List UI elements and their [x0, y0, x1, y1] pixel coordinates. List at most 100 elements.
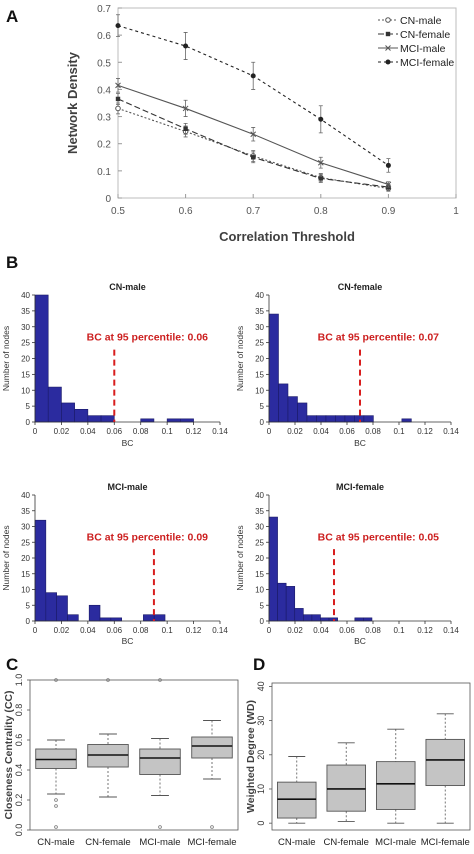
x-tick-label: 0.06 — [106, 427, 122, 436]
plot-frame — [29, 679, 239, 831]
data-point — [385, 59, 391, 65]
x-tick-label: 0.08 — [365, 626, 381, 635]
y-tick-label: 0 — [105, 194, 111, 205]
histogram-bar — [278, 383, 289, 423]
histogram-bar — [277, 582, 287, 622]
x-tick-label: 0.08 — [133, 427, 149, 436]
histogram-bar — [285, 586, 296, 622]
series-cn-male — [115, 102, 392, 192]
outlier-point — [54, 825, 58, 829]
data-point — [385, 31, 391, 37]
histogram-bar — [143, 614, 155, 622]
y-axis-label: Number of nodes — [235, 326, 245, 391]
x-tick-label: 0.8 — [314, 206, 328, 217]
y-tick-label: 0.4 — [14, 764, 24, 777]
panel-b-histogram-cn-male: 0 5 10 15 20 25 30 35 40 0 0.02 0.04 0.06 0.08 0.1 0.12… — [1, 282, 228, 448]
x-tick-label: 0 — [33, 626, 38, 635]
panel-b-histogram-mci-female: 0 5 10 15 20 25 30 35 40 0 0.02 0.04 0.06 0.08 0.1 0.12… — [235, 482, 459, 646]
y-tick-label: 20 — [21, 554, 30, 563]
x-tick-label: 0.06 — [339, 427, 355, 436]
x-tick-label: 0.02 — [287, 626, 303, 635]
box-cn-male — [35, 678, 77, 829]
panel-label-a: A — [6, 7, 18, 26]
y-tick-label: 0 — [260, 418, 265, 427]
y-tick-label: 25 — [21, 339, 30, 348]
data-point — [385, 181, 392, 188]
histogram-bar — [47, 386, 62, 423]
y-tick-label: 30 — [21, 323, 30, 332]
y-tick-label: 10 — [256, 784, 266, 794]
data-point — [183, 43, 189, 49]
histogram-title: MCI-female — [336, 482, 384, 492]
y-tick-label: 5 — [260, 402, 265, 411]
histogram-title: CN-male — [109, 282, 146, 292]
histogram-bar — [363, 617, 373, 622]
histogram-bar — [316, 415, 327, 423]
legend: CN-male CN-female MCI-male MCI-female — [378, 15, 454, 69]
y-tick-label: 25 — [21, 538, 30, 547]
box-mci-male — [139, 678, 181, 829]
y-tick-label: 0 — [26, 418, 31, 427]
y-tick-label: 30 — [255, 523, 264, 532]
x-tick-label: 0.06 — [106, 626, 122, 635]
x-tick-label: 0.14 — [443, 427, 459, 436]
outlier-point — [54, 804, 58, 808]
y-tick-label: 35 — [255, 307, 264, 316]
x-tick-label: 0.14 — [443, 626, 459, 635]
outlier-point — [158, 678, 162, 682]
y-tick-label: 0.6 — [14, 734, 24, 747]
data-point — [182, 105, 189, 112]
histogram-bar — [363, 415, 374, 423]
percentile-annotation: BC at 95 percentile: 0.05 — [318, 531, 440, 543]
legend-label: CN-female — [400, 29, 450, 41]
data-point — [115, 96, 121, 102]
iqr-box — [425, 738, 466, 787]
y-tick-label: 30 — [256, 716, 266, 726]
histogram-bar — [153, 614, 166, 622]
y-tick-label: 40 — [255, 491, 264, 500]
iqr-box — [191, 736, 233, 759]
y-tick-label: 1.0 — [14, 674, 24, 687]
histogram-bar — [180, 418, 194, 423]
x-tick-label: 0.04 — [313, 427, 329, 436]
panel-label-b: B — [6, 253, 18, 272]
series-line — [117, 98, 389, 188]
histogram-bar — [45, 592, 57, 622]
histogram-bar — [140, 418, 155, 423]
percentile-annotation: BC at 95 percentile: 0.06 — [87, 332, 209, 344]
category-label: MCI-female — [187, 837, 236, 848]
iqr-box — [139, 748, 181, 775]
histogram-title: CN-female — [338, 282, 383, 292]
series-line — [117, 107, 389, 190]
histogram-bar — [311, 614, 321, 622]
x-tick-label: 0.14 — [212, 626, 228, 635]
y-tick-label: 20 — [21, 355, 30, 364]
y-tick-label: 0.1 — [97, 167, 111, 178]
y-tick-label: 40 — [256, 681, 266, 691]
y-tick-label: 0.6 — [97, 31, 111, 42]
y-tick-label: 0.5 — [97, 58, 111, 69]
x-tick-label: 0.9 — [381, 206, 395, 217]
x-tick-label: 0 — [33, 427, 38, 436]
histogram-bar — [166, 418, 181, 423]
x-tick-label: 0.08 — [133, 626, 149, 635]
y-tick-label: 25 — [255, 339, 264, 348]
x-tick-label: 0.1 — [162, 427, 174, 436]
y-tick-label: 5 — [26, 402, 31, 411]
y-tick-label: 15 — [21, 370, 30, 379]
y-tick-label: 30 — [255, 323, 264, 332]
x-axis-label: BC — [354, 438, 366, 448]
histogram-bar — [320, 617, 330, 622]
y-tick-label: 15 — [21, 570, 30, 579]
percentile-annotation: BC at 95 percentile: 0.07 — [318, 332, 440, 344]
histogram-bar — [56, 595, 68, 622]
outlier-point — [106, 678, 110, 682]
x-tick-label: 0.08 — [365, 427, 381, 436]
x-tick-label: 0.5 — [111, 206, 125, 217]
category-label: CN-female — [324, 837, 369, 848]
y-tick-label: 40 — [255, 291, 264, 300]
x-tick-label: 0.04 — [313, 626, 329, 635]
y-tick-label: 25 — [255, 538, 264, 547]
series-cn-female — [115, 93, 391, 191]
series-line — [117, 25, 389, 166]
